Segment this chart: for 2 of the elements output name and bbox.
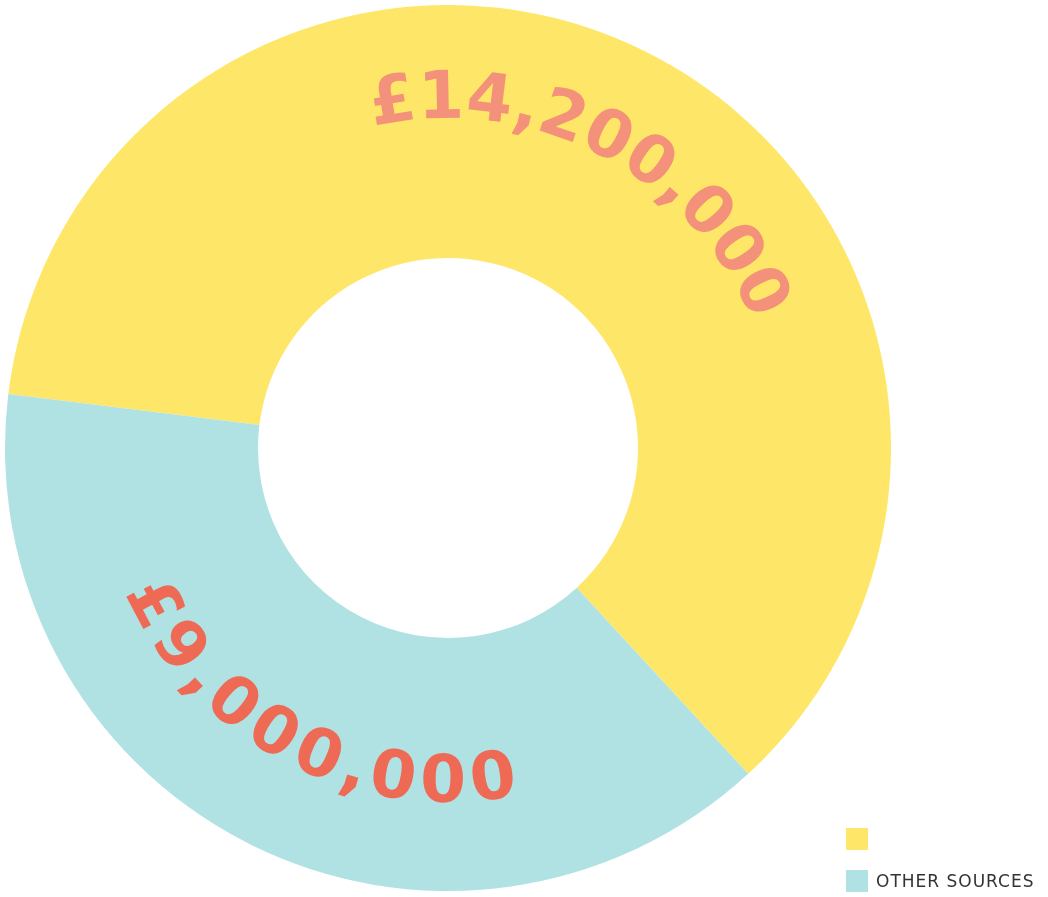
legend-label: OTHER SOURCES — [876, 871, 1035, 891]
donut-slice — [5, 394, 749, 891]
